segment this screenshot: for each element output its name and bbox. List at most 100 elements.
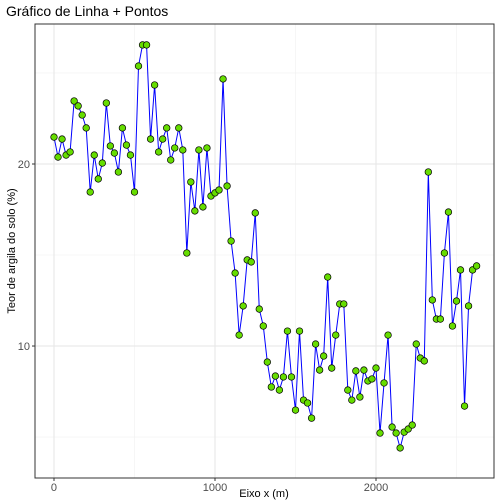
data-point xyxy=(259,322,267,330)
data-point xyxy=(324,273,332,281)
data-point xyxy=(231,269,239,277)
data-point xyxy=(175,124,183,132)
data-point xyxy=(86,188,94,196)
data-point xyxy=(159,135,167,143)
data-point xyxy=(66,148,74,156)
data-point xyxy=(376,429,384,437)
data-point xyxy=(126,151,135,159)
data-point xyxy=(94,175,102,183)
x-tick-label: 2000 xyxy=(364,482,388,494)
data-point xyxy=(456,266,465,274)
data-point xyxy=(464,302,473,310)
data-point xyxy=(452,297,461,305)
data-point xyxy=(58,135,66,143)
data-point xyxy=(78,111,86,119)
plot-border xyxy=(34,23,495,479)
data-point xyxy=(392,429,400,437)
data-point xyxy=(291,406,300,414)
data-point xyxy=(199,203,207,211)
data-point xyxy=(223,182,231,190)
data-point xyxy=(396,444,404,452)
data-point xyxy=(303,399,312,407)
chart-title: Gráfico de Linha + Pontos xyxy=(6,3,168,19)
data-point xyxy=(106,142,114,150)
data-point xyxy=(472,262,481,270)
data-point xyxy=(388,423,396,431)
data-point xyxy=(360,366,368,374)
data-point xyxy=(380,379,388,387)
data-point xyxy=(90,151,98,159)
data-point xyxy=(428,296,436,304)
data-point xyxy=(307,414,316,422)
data-point xyxy=(311,340,320,348)
data-point xyxy=(440,249,449,257)
data-point xyxy=(315,366,324,374)
data-point xyxy=(460,402,469,410)
data-point xyxy=(320,352,328,360)
data-point xyxy=(408,421,416,429)
data-point xyxy=(239,302,247,310)
data-point xyxy=(215,186,223,194)
data-point xyxy=(171,144,179,152)
data-point xyxy=(235,331,243,339)
y-tick-label: 10 xyxy=(18,341,30,353)
data-point xyxy=(340,300,348,308)
data-point xyxy=(384,331,392,339)
data-point xyxy=(114,168,123,176)
data-point xyxy=(50,133,58,141)
plot-panel xyxy=(35,24,494,478)
data-point xyxy=(227,237,235,245)
data-point xyxy=(167,156,175,164)
data-point xyxy=(372,364,380,372)
data-point xyxy=(255,305,263,313)
data-point xyxy=(187,178,195,186)
data-point xyxy=(130,188,139,196)
data-point xyxy=(279,373,288,381)
x-axis-title: Eixo x (m) xyxy=(239,488,289,500)
data-point xyxy=(275,386,284,394)
data-point xyxy=(295,327,304,335)
data-point xyxy=(251,209,259,217)
data-point xyxy=(163,124,171,132)
x-tick-label: 0 xyxy=(51,482,57,494)
data-point xyxy=(146,135,155,143)
data-point xyxy=(74,102,82,110)
y-tick-label: 20 xyxy=(18,159,30,171)
data-point xyxy=(54,153,62,161)
data-point xyxy=(271,372,280,380)
data-point xyxy=(267,383,275,391)
data-point xyxy=(436,315,445,323)
data-point xyxy=(154,148,163,156)
data-point xyxy=(134,62,143,70)
data-point xyxy=(368,375,376,383)
data-point xyxy=(444,208,453,216)
data-point xyxy=(191,207,199,215)
data-point xyxy=(328,364,336,372)
data-point xyxy=(203,144,211,152)
data-point xyxy=(356,393,364,401)
data-point xyxy=(247,258,255,266)
data-point xyxy=(263,358,271,366)
data-point xyxy=(412,340,420,348)
data-point xyxy=(118,124,127,132)
data-point xyxy=(344,386,352,394)
data-point xyxy=(150,81,159,89)
data-point xyxy=(179,146,187,154)
data-point xyxy=(219,75,227,83)
x-tick-label: 1000 xyxy=(203,482,227,494)
data-point xyxy=(448,322,457,330)
data-point xyxy=(122,141,131,149)
data-point xyxy=(102,99,110,107)
data-point xyxy=(70,97,78,105)
data-point xyxy=(195,146,203,154)
data-point xyxy=(283,327,292,335)
data-point xyxy=(424,168,432,176)
data-point xyxy=(110,149,119,157)
data-point xyxy=(287,373,296,381)
data-point xyxy=(352,367,360,375)
data-point xyxy=(348,396,356,404)
data-point xyxy=(142,41,151,49)
y-axis-title: Teor de argila do solo (%) xyxy=(6,188,18,313)
data-point xyxy=(82,124,90,132)
